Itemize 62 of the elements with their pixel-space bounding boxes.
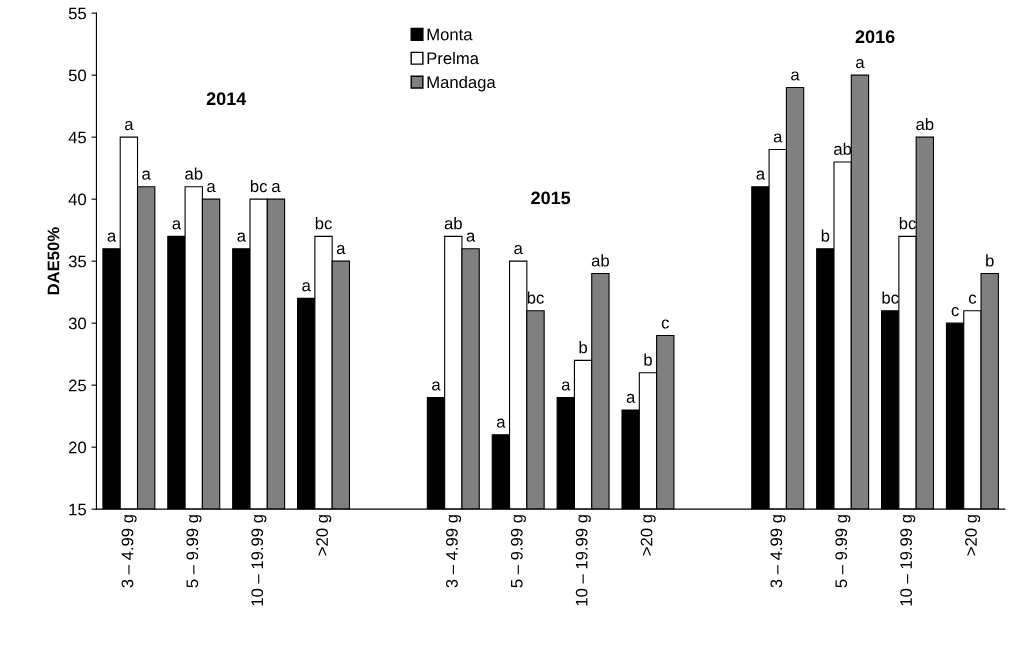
- data-label: a: [207, 183, 216, 193]
- y-tick-label: 25: [69, 379, 87, 392]
- data-label: a: [514, 245, 523, 255]
- data-label: a: [237, 232, 246, 242]
- y-tick-label: 15: [69, 503, 87, 516]
- y-tick-label: 40: [68, 193, 87, 206]
- data-label: ab: [591, 254, 609, 267]
- data-label: c: [951, 307, 959, 317]
- data-label: a: [172, 220, 182, 230]
- x-tick-label: 5 – 9.99 g: [835, 515, 851, 588]
- data-label: a: [107, 232, 117, 242]
- data-label: ab: [444, 217, 462, 230]
- x-tick-label: 5 – 9.99 g: [510, 515, 526, 588]
- data-label: a: [466, 232, 476, 242]
- legend-label: Mandaga: [427, 75, 496, 92]
- y-tick-label: 20: [69, 441, 87, 454]
- y-tick-label: 45: [68, 131, 87, 144]
- data-label: a: [336, 245, 346, 255]
- data-label: a: [496, 418, 506, 428]
- data-label: a: [272, 183, 281, 193]
- data-label: ab: [916, 117, 934, 131]
- data-label: a: [124, 121, 134, 131]
- annotation: 2015: [531, 191, 571, 205]
- data-label: a: [561, 381, 571, 391]
- legend-label: Monta: [427, 28, 473, 41]
- y-tick-label: 35: [68, 255, 87, 268]
- data-label: bc: [315, 217, 332, 230]
- x-tick-label: 10 – 19.99 g: [575, 515, 591, 606]
- data-label: b: [579, 341, 588, 354]
- data-label: b: [821, 229, 830, 242]
- data-label: a: [791, 71, 800, 81]
- x-tick-label: >20 g: [640, 515, 656, 556]
- data-label: c: [968, 294, 977, 304]
- annotation: 2014: [206, 92, 247, 106]
- annotation: 2016: [855, 30, 895, 44]
- data-label: b: [986, 254, 994, 267]
- legend-label: Prelma: [427, 52, 479, 65]
- data-label: b: [644, 353, 652, 366]
- data-label: a: [756, 170, 766, 180]
- x-tick-label: 5 – 9.99 g: [186, 515, 202, 588]
- data-label: ab: [185, 167, 203, 180]
- data-label: bc: [899, 217, 916, 230]
- x-tick-label: 10 – 19.99 g: [251, 515, 267, 606]
- x-tick-label: >20 g: [965, 515, 981, 556]
- data-label: a: [142, 170, 151, 180]
- y-tick-label: 55: [68, 7, 87, 20]
- data-label: a: [773, 133, 783, 143]
- data-label: a: [302, 282, 311, 292]
- data-label: c: [661, 319, 669, 329]
- x-tick-label: 3 – 4.99 g: [445, 515, 462, 588]
- y-tick-label: 50: [68, 69, 87, 82]
- x-tick-label: >20 g: [316, 515, 332, 556]
- x-tick-label: 10 – 19.99 g: [900, 515, 916, 606]
- x-tick-label: 3 – 4.99 g: [121, 515, 137, 588]
- data-label: a: [626, 393, 636, 403]
- data-label: a: [432, 381, 441, 391]
- data-label: a: [856, 59, 865, 69]
- y-tick-label: 30: [68, 317, 87, 330]
- data-label: bc: [527, 291, 544, 304]
- data-label: bc: [250, 179, 268, 193]
- x-tick-label: 3 – 4.99 g: [770, 515, 786, 588]
- y-axis-title: DAE50%: [47, 227, 60, 295]
